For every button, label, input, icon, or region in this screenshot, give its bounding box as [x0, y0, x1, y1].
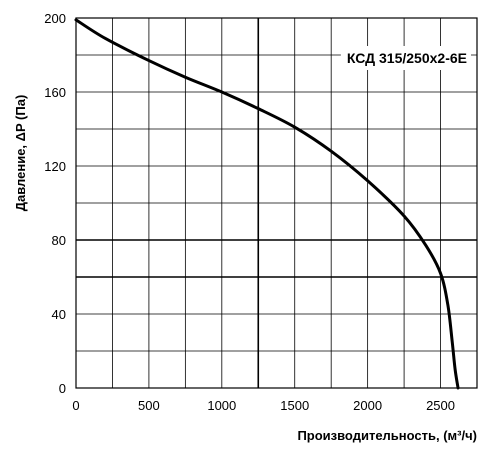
x-tick-labels: 0 500 1000 1500 2000 2500	[72, 398, 455, 413]
y-tick-label: 200	[44, 11, 66, 26]
legend-label: КСД 315/250x2-6E	[347, 50, 467, 66]
x-tick-label: 0	[72, 398, 79, 413]
series-line	[76, 20, 458, 388]
x-tick-label: 500	[138, 398, 160, 413]
x-axis-title: Производительность, (м³/ч)	[297, 428, 477, 443]
y-tick-label: 120	[44, 159, 66, 174]
y-tick-label: 160	[44, 85, 66, 100]
grid	[76, 18, 477, 388]
y-axis-title: Давление, ΔP (Па)	[13, 95, 28, 212]
y-tick-label: 80	[52, 233, 66, 248]
x-tick-label: 2500	[426, 398, 455, 413]
y-tick-label: 0	[59, 381, 66, 396]
y-tick-labels: 0 40 80 120 160 200	[44, 11, 66, 396]
x-tick-label: 2000	[353, 398, 382, 413]
x-tick-label: 1500	[280, 398, 309, 413]
x-tick-label: 1000	[207, 398, 236, 413]
y-tick-label: 40	[52, 307, 66, 322]
